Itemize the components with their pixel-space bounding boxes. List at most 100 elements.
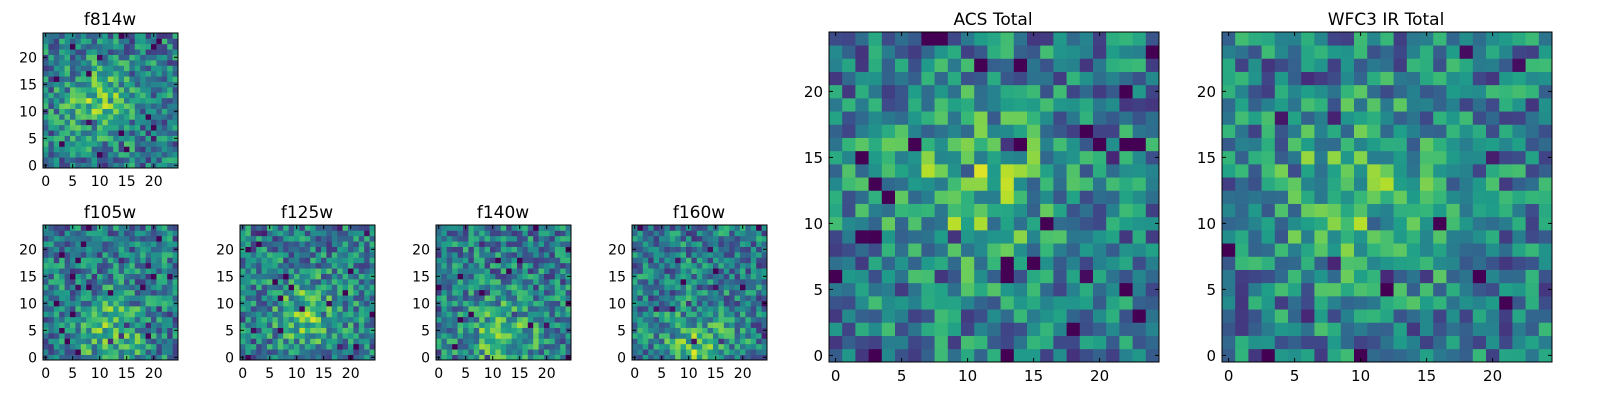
heatmap-cell bbox=[961, 243, 975, 257]
heatmap-cell bbox=[59, 246, 65, 253]
heatmap-cell bbox=[829, 243, 843, 257]
heatmap-cell bbox=[761, 235, 768, 242]
heatmap-cell bbox=[1340, 230, 1355, 244]
heatmap-cell bbox=[1261, 84, 1276, 99]
heatmap-cell bbox=[167, 306, 173, 312]
heatmap-cell bbox=[648, 230, 654, 237]
heatmap-cell bbox=[59, 235, 65, 242]
heatmap-cell bbox=[172, 43, 179, 50]
heatmap-cell bbox=[664, 306, 671, 312]
heatmap-cell bbox=[560, 262, 566, 269]
heatmap-cell bbox=[1393, 137, 1408, 152]
heatmap-cell bbox=[1235, 32, 1249, 46]
heatmap-cell bbox=[240, 316, 246, 323]
heatmap-cell bbox=[1459, 177, 1474, 191]
heatmap-cell bbox=[637, 279, 644, 285]
heatmap-cell bbox=[124, 54, 130, 61]
heatmap-cell bbox=[342, 349, 349, 355]
heatmap-cell bbox=[560, 279, 566, 285]
heatmap-cell bbox=[75, 151, 82, 158]
heatmap-cell bbox=[310, 262, 316, 269]
heatmap-cell bbox=[457, 306, 464, 312]
heatmap-cell bbox=[881, 269, 896, 284]
heatmap-cell bbox=[118, 284, 125, 291]
heatmap-cell bbox=[1327, 256, 1342, 270]
heatmap-cell bbox=[304, 257, 311, 264]
heatmap-cell bbox=[761, 316, 768, 323]
heatmap-cell bbox=[315, 268, 322, 274]
heatmap-cell bbox=[729, 246, 735, 253]
heatmap-cell bbox=[1027, 98, 1041, 112]
heatmap-cell bbox=[713, 279, 719, 285]
heatmap-cell bbox=[659, 327, 665, 334]
heatmap-cell bbox=[675, 225, 681, 231]
heatmap-cell bbox=[517, 257, 523, 264]
heatmap-cell bbox=[151, 300, 157, 307]
heatmap-cell bbox=[829, 269, 843, 284]
heatmap-cell bbox=[283, 273, 289, 280]
heatmap-cell bbox=[457, 322, 464, 328]
heatmap-cell bbox=[256, 316, 262, 323]
heatmap-cell bbox=[151, 157, 157, 163]
heatmap-cell bbox=[1301, 269, 1315, 284]
heatmap-cell bbox=[250, 235, 257, 242]
heatmap-cell bbox=[686, 284, 692, 291]
heatmap-cell bbox=[1486, 216, 1500, 231]
heatmap-cell bbox=[533, 306, 539, 312]
heatmap-cell bbox=[70, 114, 76, 120]
heatmap-cell bbox=[1327, 111, 1342, 125]
heatmap-cell bbox=[761, 343, 768, 350]
heatmap-cell bbox=[315, 273, 322, 280]
heatmap-cell bbox=[1538, 111, 1553, 125]
heatmap-cell bbox=[70, 130, 76, 136]
heatmap-cell bbox=[288, 343, 295, 350]
heatmap-cell bbox=[113, 241, 119, 247]
heatmap-cell bbox=[473, 349, 480, 355]
heatmap-cell bbox=[151, 311, 157, 318]
heatmap-cell bbox=[855, 269, 869, 284]
heatmap-cell bbox=[151, 252, 157, 258]
heatmap-cell bbox=[277, 246, 284, 253]
heatmap-cell bbox=[829, 230, 843, 244]
heatmap-cell bbox=[151, 124, 157, 131]
heatmap-cell bbox=[134, 103, 141, 109]
heatmap-cell bbox=[506, 322, 512, 328]
heatmap-cell bbox=[124, 327, 130, 334]
y-tick-label: 20 bbox=[216, 242, 234, 258]
x-tick-label: 15 bbox=[511, 366, 529, 382]
heatmap-cell bbox=[1340, 150, 1355, 165]
heatmap-cell bbox=[64, 103, 71, 109]
heatmap-cell bbox=[565, 235, 572, 242]
heatmap-cell bbox=[680, 311, 687, 318]
heatmap-cell bbox=[134, 338, 141, 345]
heatmap-cell bbox=[908, 98, 922, 112]
heatmap-cell bbox=[358, 354, 365, 361]
heatmap-cell bbox=[1066, 45, 1081, 59]
heatmap-cell bbox=[59, 49, 65, 55]
heatmap-cell bbox=[974, 84, 988, 99]
heatmap-cell bbox=[1013, 230, 1028, 244]
heatmap-cell bbox=[113, 119, 119, 126]
heatmap-cell bbox=[53, 273, 60, 280]
heatmap-cell bbox=[1145, 282, 1160, 297]
heatmap-cell bbox=[881, 282, 896, 297]
heatmap-cell bbox=[1525, 177, 1540, 191]
heatmap-cell bbox=[80, 49, 87, 55]
heatmap-cell bbox=[326, 343, 333, 350]
heatmap-cell bbox=[107, 76, 114, 82]
heatmap-cell bbox=[987, 309, 1001, 323]
heatmap-cell bbox=[156, 295, 163, 301]
heatmap-cell bbox=[256, 300, 262, 307]
heatmap-cell bbox=[151, 135, 157, 142]
heatmap-cell bbox=[642, 306, 649, 312]
heatmap-cell bbox=[1288, 58, 1302, 72]
heatmap-cell bbox=[1446, 111, 1460, 125]
heatmap-cell bbox=[947, 177, 962, 191]
heatmap-cell bbox=[1027, 335, 1041, 350]
heatmap-cell bbox=[527, 295, 534, 301]
heatmap-cell bbox=[533, 349, 539, 355]
heatmap-cell bbox=[107, 151, 114, 158]
heatmap-cell bbox=[70, 316, 76, 323]
heatmap-cell bbox=[129, 295, 136, 301]
heatmap-cell bbox=[342, 311, 349, 318]
